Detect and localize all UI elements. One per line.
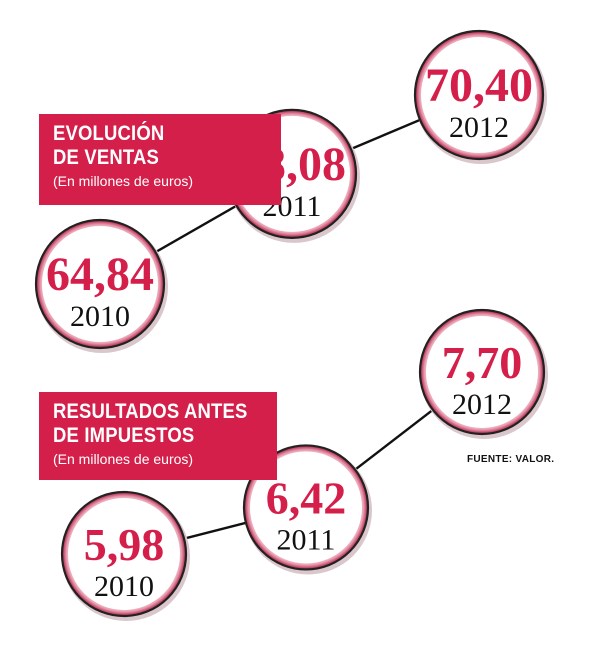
source-note: FUENTE: VALOR. (467, 454, 555, 465)
ventas-title-line-1: EVOLUCIÓN (53, 122, 165, 145)
year-label: 2012 (449, 111, 509, 144)
data-label: 70,40 (425, 59, 533, 112)
point-face (426, 316, 538, 428)
year-label: 2012 (452, 388, 512, 421)
resultados-subtitle: (En millones de euros) (53, 451, 194, 467)
ventas-subtitle: (En millones de euros) (53, 173, 194, 189)
ventas-title-box: EVOLUCIÓN DE VENTAS (En millones de euro… (39, 114, 281, 205)
year-label: 2011 (277, 523, 336, 556)
data-label: 7,70 (442, 337, 523, 388)
year-label: 2010 (70, 300, 130, 333)
resultados-title-line-2: DE IMPUESTOS (53, 424, 195, 447)
point-face (68, 498, 180, 610)
data-label: 6,42 (266, 472, 347, 523)
point-face (421, 37, 537, 153)
point-face (42, 226, 158, 342)
resultados-title-line-1: RESULTADOS ANTES (53, 400, 248, 423)
resultados-title-box: RESULTADOS ANTES DE IMPUESTOS (En millon… (39, 392, 277, 480)
ventas-title-line-2: DE VENTAS (53, 146, 159, 169)
data-label: 5,98 (84, 519, 165, 570)
point-face (250, 451, 362, 564)
data-label: 64,84 (46, 248, 154, 301)
year-label: 2010 (94, 570, 154, 603)
